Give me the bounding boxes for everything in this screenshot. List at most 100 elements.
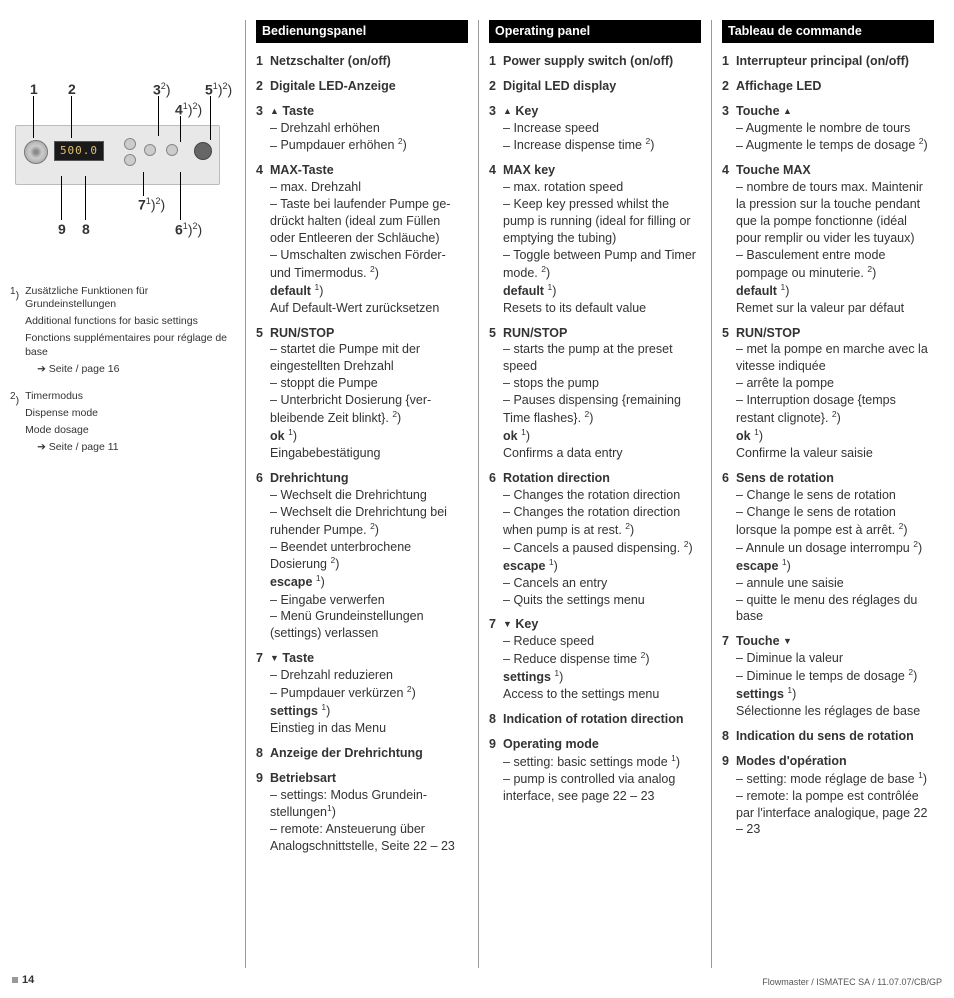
item-line: Diminue le temps de dosage 2) — [736, 667, 934, 685]
list-item: RUN/STOPmet la pompe en marche avec la v… — [722, 325, 934, 462]
item-title: Power supply switch (on/off) — [503, 54, 673, 68]
list-item: Digital LED display — [489, 78, 701, 95]
note1-link: ➔ Seite / page 16 — [37, 363, 237, 376]
item-after: Sélectionne les réglages de base — [736, 703, 934, 720]
note1-fr: Fonctions supplémentaires pour réglage d… — [25, 332, 237, 358]
note1-de: Zusätzliche Funktionen für Grundeinstell… — [25, 285, 237, 311]
note2-en: Dispense mode — [25, 407, 119, 420]
item-line: setting: basic settings mode 1) — [503, 753, 701, 771]
item-line: – Toggle between Pump and Timer mode. 2) — [503, 247, 701, 282]
list-item: DrehrichtungWechselt die DrehrichtungWec… — [256, 470, 468, 642]
list-item: Sens de rotation Change le sens de rotati… — [722, 470, 934, 625]
item-title: Interrupteur principal (on/off) — [736, 54, 909, 68]
item-bold: settings 1) — [503, 668, 701, 686]
item-after: Eingabebestätigung — [270, 445, 468, 462]
item-line: Increase dispense time 2) — [503, 136, 701, 154]
list-item: ▼ Taste Drehzahl reduzierenPumpdauer verk… — [256, 650, 468, 737]
list-item: Netzschalter (on/off) — [256, 53, 468, 70]
item-bold: ok 1) — [503, 427, 701, 445]
item-line: Pumpdauer verkürzen 2) — [270, 684, 468, 702]
list-item: ▼ KeyReduce speedReduce dispense time 2)… — [489, 616, 701, 703]
rot-btn — [166, 144, 178, 156]
sidebar: 500.0 1 2 32) 51)2) 41)2) 61)2) 71)2) 8 … — [10, 20, 245, 968]
list-item: Touche ▲Augmente le nombre de toursAugme… — [722, 103, 934, 155]
item-after: Quits the settings menu — [503, 592, 701, 609]
item-line: Interruption dosage {temps restant clign… — [736, 392, 934, 427]
item-after: Resets to its default value — [503, 300, 701, 317]
item-line: starts the pump at the preset speed — [503, 341, 701, 375]
item-title: Betriebsart — [270, 771, 336, 785]
list-item: RUN/STOPstarts the pump at the preset sp… — [489, 325, 701, 462]
item-line: stoppt die Pumpe — [270, 375, 468, 392]
item-after: quitte le menu des réglages du base — [736, 592, 934, 626]
item-line: Beendet unterbrochene Dosierung 2) — [270, 539, 468, 574]
item-title: Rotation direction — [503, 471, 610, 485]
item-title: Touche ▼ — [736, 634, 792, 648]
up-btn — [124, 138, 136, 150]
page-number: 14 — [12, 973, 34, 988]
item-line: Wechselt die Drehrichtung — [270, 487, 468, 504]
item-title: ▼ Taste — [270, 651, 314, 665]
runstop-btn — [194, 142, 212, 160]
item-line: Drehzahl reduzieren — [270, 667, 468, 684]
item-line: Augmente le temps de dosage 2) — [736, 136, 934, 154]
item-bold: escape 1) — [736, 557, 934, 575]
item-line: Increase speed — [503, 120, 701, 137]
item-bold: ok 1) — [270, 427, 468, 445]
callout-3: 32) — [153, 80, 170, 100]
item-title: Operating mode — [503, 737, 599, 751]
columns: Bedienungspanel Netzschalter (on/off) Dig… — [245, 20, 944, 968]
item-bold: settings 1) — [270, 702, 468, 720]
item-after: Eingabe verwerfen — [270, 592, 468, 609]
power-knob — [24, 140, 48, 164]
imprint: Flowmaster / ISMATEC SA / 11.07.07/CB/GP — [762, 976, 942, 988]
list-item: Digitale LED-Anzeige — [256, 78, 468, 95]
item-line: Change le sens de rotation — [736, 487, 934, 504]
item-line: nombre de tours max. Maintenir la pressi… — [736, 179, 934, 247]
note1-en: Additional functions for basic settings — [25, 315, 237, 328]
item-title: Indication of rotation direction — [503, 712, 684, 726]
item-bold: escape 1) — [503, 557, 701, 575]
list-item: ▲ TasteDrehzahl erhöhenPumpdauer erhöhen… — [256, 103, 468, 155]
device-diagram: 500.0 1 2 32) 51)2) 41)2) 61)2) 71)2) 8 … — [10, 80, 225, 265]
item-line: Changes the rotation direction when pump… — [503, 504, 701, 539]
item-line: Pumpdauer erhöhen 2) — [270, 136, 468, 154]
item-bold: default 1) — [503, 282, 701, 300]
header-en: Operating panel — [489, 20, 701, 43]
header-de: Bedienungspanel — [256, 20, 468, 43]
list-item: Operating mode setting: basic settings mo… — [489, 736, 701, 805]
item-line: Cancels a paused dispensing. 2) — [503, 539, 701, 557]
footnote-2: 2) Timermodus Dispense mode Mode dosage … — [10, 390, 237, 459]
list-item: Anzeige der Drehrichtung — [256, 745, 468, 762]
item-title: RUN/STOP — [503, 326, 567, 340]
header-fr: Tableau de commande — [722, 20, 934, 43]
item-title: Indication du sens de rotation — [736, 729, 914, 743]
list-item: ▲ KeyIncrease speedIncrease dispense tim… — [489, 103, 701, 155]
item-line: Change le sens de rotation lorsque la po… — [736, 504, 934, 539]
item-after: Auf Default-Wert zurücksetzen — [270, 300, 468, 317]
item-line: – Umschalten zwischen Förder- und Timerm… — [270, 247, 468, 282]
item-title: Sens de rotation — [736, 471, 834, 485]
item-line: arrête la pompe — [736, 375, 934, 392]
item-title: RUN/STOP — [270, 326, 334, 340]
list-item: Touche MAXnombre de tours max. Maintenir… — [722, 162, 934, 316]
note2-de: Timermodus — [25, 390, 119, 403]
max-btn — [144, 144, 156, 156]
item-line: Pauses dispensing {remaining Time flashe… — [503, 392, 701, 427]
item-bold: escape 1) — [270, 573, 468, 591]
item-line: Reduce speed — [503, 633, 701, 650]
item-bold: ok 1) — [736, 427, 934, 445]
column-fr: Tableau de commande Interrupteur princip… — [711, 20, 944, 968]
list-en: Power supply switch (on/off) Digital LED … — [489, 53, 701, 805]
list-de: Netzschalter (on/off) Digitale LED-Anzeig… — [256, 53, 468, 855]
callout-7: 71)2) — [138, 195, 165, 215]
item-after: Cancels an entry — [503, 575, 701, 592]
item-title: MAX key — [503, 163, 555, 177]
item-line: – Basculement entre mode pompage ou minu… — [736, 247, 934, 282]
item-title: Modes d'opération — [736, 754, 847, 768]
callout-8: 8 — [82, 220, 90, 239]
item-line: Annule un dosage interrompu 2) — [736, 539, 934, 557]
list-item: Modes d'opérationsetting: mode réglage d… — [722, 753, 934, 839]
item-title: Digitale LED-Anzeige — [270, 79, 396, 93]
item-line: pump is controlled via analog interface,… — [503, 771, 701, 805]
